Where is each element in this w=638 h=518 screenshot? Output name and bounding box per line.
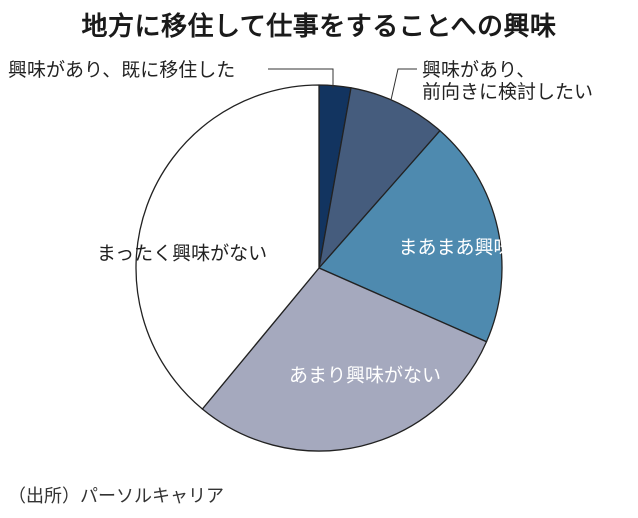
leader-line bbox=[268, 68, 334, 88]
source-note: （出所）パーソルキャリア bbox=[8, 486, 224, 507]
chart-title: 地方に移住して仕事をすることへの興味 bbox=[81, 12, 557, 42]
pie-slice bbox=[201, 267, 488, 452]
pie-slice bbox=[318, 130, 503, 343]
slice-label: まあまあ興味がある bbox=[398, 237, 569, 259]
pie-slice bbox=[318, 87, 441, 269]
slice-label: 興味があり、既に移住した bbox=[8, 59, 235, 81]
pie-slice bbox=[135, 84, 320, 410]
leader-line bbox=[390, 68, 417, 101]
slice-label: あまり興味がない bbox=[289, 365, 441, 387]
slice-label: 興味があり、前向きに検討したい bbox=[422, 59, 593, 103]
slice-label: まったく興味がない bbox=[97, 243, 267, 265]
